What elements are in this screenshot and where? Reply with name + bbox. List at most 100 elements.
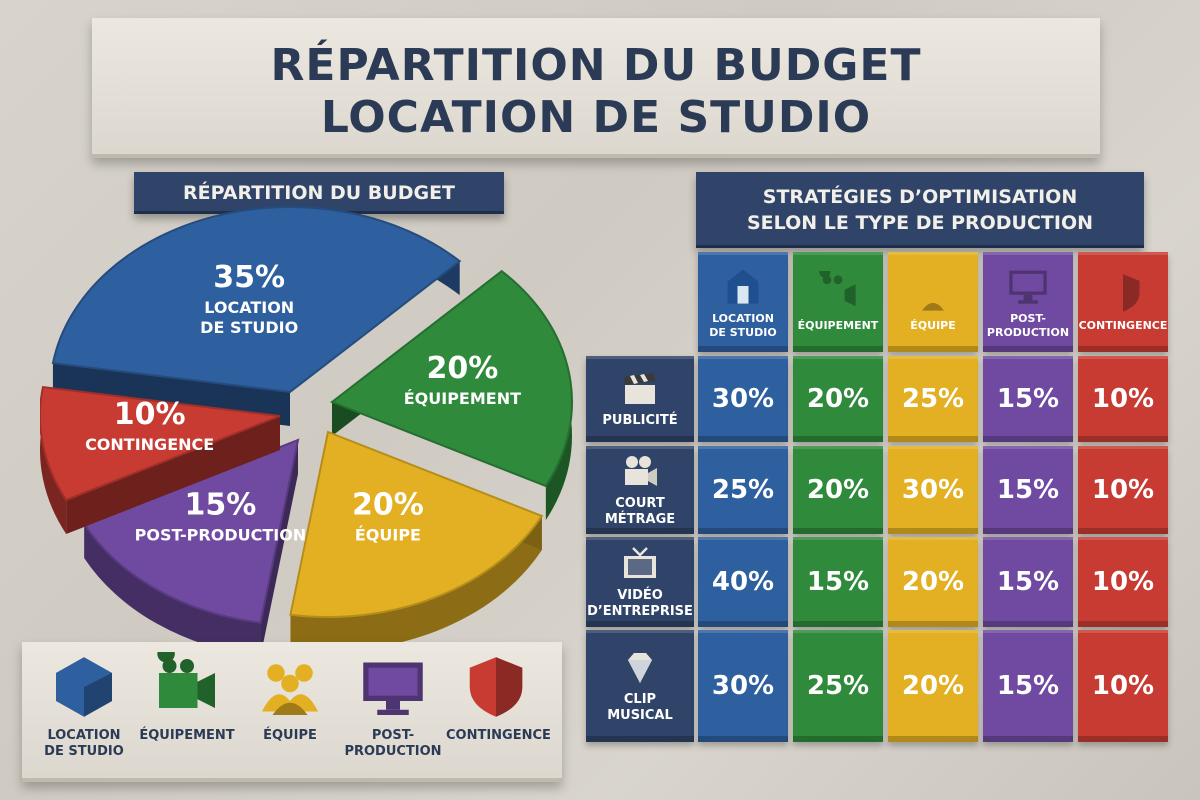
strategy-title-line2: SELON LE TYPE DE PRODUCTION	[747, 212, 1093, 234]
diamond-icon	[628, 653, 652, 683]
shield-icon	[1106, 274, 1140, 312]
table-cell: 15%	[983, 356, 1073, 442]
cube-icon	[56, 657, 112, 717]
monitor-icon	[363, 662, 423, 715]
table-cell: 20%	[793, 356, 883, 442]
tv-icon	[624, 547, 656, 578]
table-cell-value: 10%	[1091, 384, 1155, 414]
row-header: CLIP MUSICAL	[586, 630, 694, 742]
pie-slice-label-line2: DE STUDIO	[200, 318, 298, 337]
table-cell-value: 15%	[996, 567, 1060, 597]
legend-label: CONTINGENCE	[446, 728, 551, 743]
table-cell-value: 20%	[806, 384, 870, 414]
pie-slice-value: 15%	[185, 487, 257, 522]
camera-icon	[157, 652, 215, 708]
column-header-label: LOCATION DE STUDIO	[709, 312, 777, 339]
pie-chart-title: RÉPARTITION DU BUDGET	[134, 172, 504, 214]
pie-slice-label: ÉQUIPEMENT	[404, 389, 521, 408]
table-cell: 15%	[983, 446, 1073, 534]
table-cell: 15%	[983, 537, 1073, 627]
table-cell-value: 15%	[996, 475, 1060, 505]
table-cell-value: 20%	[901, 671, 965, 701]
legend: LOCATION DE STUDIO ÉQUIPEMENT ÉQUIPE POST- PR…	[22, 642, 562, 782]
camera-icon	[819, 271, 856, 307]
table-cell: 25%	[888, 356, 978, 442]
shield-icon	[469, 657, 523, 717]
table-cell-value: 15%	[996, 671, 1060, 701]
column-header-label: ÉQUIPEMENT	[797, 319, 879, 332]
strategy-title-line1: STRATÉGIES D’OPTIMISATION	[762, 186, 1078, 208]
page-title-line2: LOCATION DE STUDIO	[320, 92, 872, 143]
pie-slice-label: ÉQUIPE	[355, 526, 421, 545]
row-header: PUBLICITÉ	[586, 356, 694, 442]
table-cell-value: 25%	[806, 671, 870, 701]
table-cell: 15%	[983, 630, 1073, 742]
pie-slice-label: POST-PRODUCTION	[135, 525, 307, 544]
strategy-table-title: STRATÉGIES D’OPTIMISATION SELON LE TYPE …	[696, 172, 1144, 248]
table-cell: 25%	[698, 446, 788, 534]
row-header: COURT MÉTRAGE	[586, 446, 694, 534]
pie-slice-label: LOCATION	[204, 298, 294, 317]
pie-slice-4: 15% POST-PRODUCTION	[82, 438, 307, 645]
pie-slice-5: 10% CONTINGENCE	[40, 385, 281, 534]
row-header-label: CLIP MUSICAL	[607, 692, 673, 723]
legend-label: ÉQUIPE	[263, 728, 317, 743]
table-cell-value: 20%	[806, 475, 870, 505]
table-cell: 10%	[1078, 537, 1168, 627]
pie-slice-2: 20% ÉQUIPEMENT	[329, 269, 573, 520]
table-cell: 10%	[1078, 356, 1168, 442]
column-header-label: POST- PRODUCTION	[986, 312, 1070, 339]
film-camera-icon	[625, 456, 657, 486]
clapperboard-icon	[624, 373, 655, 404]
column-header: ÉQUIPEMENT	[793, 252, 883, 352]
table-cell: 30%	[698, 356, 788, 442]
column-header-label: CONTINGENCE	[1078, 319, 1168, 332]
legend-label: POST- PRODUCTION	[344, 728, 442, 759]
table-cell: 15%	[793, 537, 883, 627]
column-header: LOCATION DE STUDIO	[698, 252, 788, 352]
table-cell-value: 15%	[806, 567, 870, 597]
building-icon	[727, 269, 759, 304]
table-cell: 10%	[1078, 446, 1168, 534]
legend-item: POST- PRODUCTION	[343, 652, 443, 760]
table-cell: 30%	[698, 630, 788, 742]
legend-item: CONTINGENCE	[446, 652, 551, 744]
table-cell-value: 40%	[711, 567, 775, 597]
table-cell-value: 30%	[711, 384, 775, 414]
row-header-label: COURT MÉTRAGE	[604, 496, 676, 527]
table-cell: 20%	[793, 446, 883, 534]
table-cell: 20%	[888, 537, 978, 627]
page-title: RÉPARTITION DU BUDGET LOCATION DE STUDIO	[92, 40, 1100, 144]
legend-item: ÉQUIPEMENT	[137, 652, 237, 744]
table-cell: 25%	[793, 630, 883, 742]
table-cell-value: 20%	[901, 567, 965, 597]
legend-label: ÉQUIPEMENT	[139, 728, 235, 743]
column-header: CONTINGENCE	[1078, 252, 1168, 352]
table-cell: 40%	[698, 537, 788, 627]
legend-item: ÉQUIPE	[240, 652, 340, 744]
pie-slice-value: 20%	[426, 351, 498, 386]
column-header-label: ÉQUIPE	[910, 319, 956, 332]
pie-slice-value: 35%	[213, 260, 285, 295]
table-cell-value: 10%	[1091, 475, 1155, 505]
table-cell: 30%	[888, 446, 978, 534]
pie-slice-value: 20%	[352, 488, 424, 523]
title-banner: RÉPARTITION DU BUDGET LOCATION DE STUDIO	[92, 18, 1100, 158]
row-header-label: VIDÉO D’ENTREPRISE	[587, 588, 693, 619]
column-header: ÉQUIPE	[888, 252, 978, 352]
table-cell-value: 15%	[996, 384, 1060, 414]
table-cell-value: 25%	[711, 475, 775, 505]
table-cell-value: 30%	[901, 475, 965, 505]
table-cell-value: 25%	[901, 384, 965, 414]
table-cell: 20%	[888, 630, 978, 742]
row-header: VIDÉO D’ENTREPRISE	[586, 537, 694, 627]
legend-label: LOCATION DE STUDIO	[44, 728, 124, 759]
pie-slice-value: 10%	[114, 397, 186, 432]
team-icon	[915, 278, 951, 311]
team-icon	[262, 664, 318, 715]
table-cell-value: 10%	[1091, 567, 1155, 597]
row-header-label: PUBLICITÉ	[602, 413, 678, 428]
table-cell-value: 30%	[711, 671, 775, 701]
